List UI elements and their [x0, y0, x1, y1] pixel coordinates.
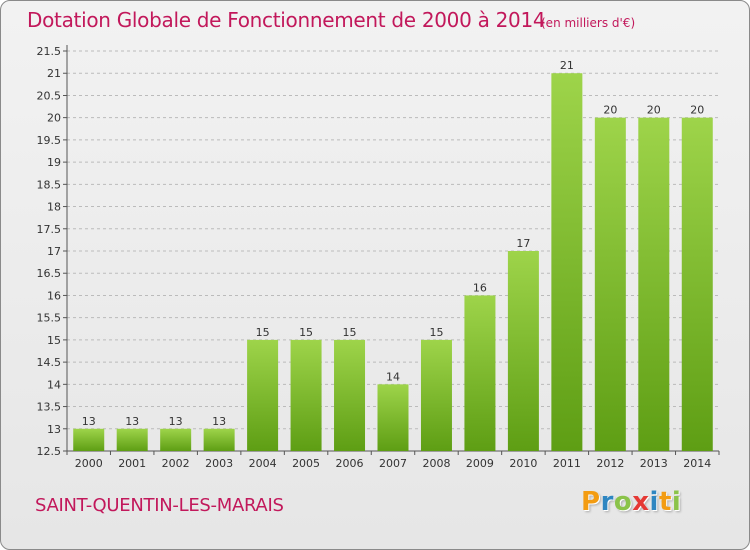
- logo-letter: i: [649, 487, 659, 517]
- y-tick-label: 14: [47, 378, 61, 391]
- data-label: 13: [212, 415, 226, 428]
- x-tick-label: 2012: [596, 457, 624, 470]
- y-tick-label: 17.5: [37, 223, 62, 236]
- y-tick-label: 13: [47, 423, 61, 436]
- data-label: 20: [690, 104, 704, 117]
- bar: [203, 428, 235, 451]
- x-tick-label: 2010: [509, 457, 537, 470]
- y-tick-label: 19.5: [37, 134, 62, 147]
- proxiti-logo: Proxiti: [581, 487, 681, 517]
- bar: [638, 117, 670, 452]
- x-tick-label: 2013: [640, 457, 668, 470]
- y-tick-label: 16.5: [37, 267, 62, 280]
- y-tick-label: 21: [47, 67, 61, 80]
- x-tick-label: 2005: [292, 457, 320, 470]
- logo-letter: x: [632, 487, 650, 517]
- data-labels: 13 13 13 13 15 15 15 14 15 16 17 21 20 20 20: [82, 59, 705, 428]
- y-tick-label: 20.5: [37, 89, 62, 102]
- y-tick-label: 21.5: [37, 45, 62, 58]
- data-label: 15: [299, 326, 313, 339]
- x-tick-label: 2001: [118, 457, 146, 470]
- x-tick-label: 2000: [75, 457, 103, 470]
- data-label: 20: [603, 104, 617, 117]
- bar: [377, 384, 409, 451]
- x-tick-label: 2004: [249, 457, 277, 470]
- data-label: 15: [429, 326, 443, 339]
- bar: [73, 428, 105, 451]
- bar: [247, 339, 279, 451]
- bar: [551, 73, 583, 451]
- bar: [681, 117, 713, 452]
- y-tick-label: 12.5: [37, 445, 62, 458]
- bar: [334, 339, 366, 451]
- bar: [507, 251, 539, 451]
- data-label: 13: [169, 415, 183, 428]
- x-tick-label: 2003: [205, 457, 233, 470]
- data-label: 16: [473, 281, 487, 294]
- data-label: 15: [256, 326, 270, 339]
- data-label: 20: [647, 104, 661, 117]
- bar: [464, 295, 496, 451]
- x-tick-label: 2008: [422, 457, 450, 470]
- bar: [160, 428, 192, 451]
- x-tick-label: 2002: [162, 457, 190, 470]
- axes: 12.5 13 13.5 14 14.5 15 15.5 16 16.5 17 17.5 18 18.5…: [37, 45, 720, 470]
- x-tick-label: 2014: [683, 457, 711, 470]
- data-label: 13: [82, 415, 96, 428]
- x-tick-label: 2006: [336, 457, 364, 470]
- data-label: 21: [560, 59, 574, 72]
- data-label: 17: [516, 237, 530, 250]
- logo-letter: i: [671, 487, 682, 517]
- city-name: SAINT-QUENTIN-LES-MARAIS: [35, 495, 284, 516]
- y-tick-label: 18.5: [37, 178, 62, 191]
- y-tick-label: 15: [47, 334, 61, 347]
- y-tick-label: 17: [47, 245, 61, 258]
- bar: [420, 339, 452, 451]
- x-tick-label: 2007: [379, 457, 407, 470]
- y-tick-label: 13.5: [37, 401, 62, 414]
- data-label: 13: [125, 415, 139, 428]
- data-label: 14: [386, 370, 400, 383]
- y-tick-label: 20: [47, 112, 61, 125]
- y-tick-label: 16: [47, 289, 61, 302]
- x-tick-label: 2011: [553, 457, 581, 470]
- bars: [73, 73, 713, 452]
- bar: [116, 428, 148, 451]
- data-label: 15: [343, 326, 357, 339]
- bar: [594, 117, 626, 452]
- chart-title: Dotation Globale de Fonctionnement de 20…: [27, 8, 546, 32]
- x-tick-label: 2009: [466, 457, 494, 470]
- logo-letter: r: [600, 487, 614, 517]
- chart-subtitle: (en milliers d'€): [541, 16, 636, 30]
- logo-letter: P: [581, 487, 601, 517]
- logo-letter: t: [658, 487, 672, 517]
- y-tick-label: 15.5: [37, 312, 62, 325]
- y-tick-label: 19: [47, 156, 61, 169]
- logo-letter: o: [613, 487, 633, 517]
- y-tick-label: 18: [47, 201, 61, 214]
- y-tick-label: 14.5: [37, 356, 62, 369]
- bar: [290, 339, 322, 451]
